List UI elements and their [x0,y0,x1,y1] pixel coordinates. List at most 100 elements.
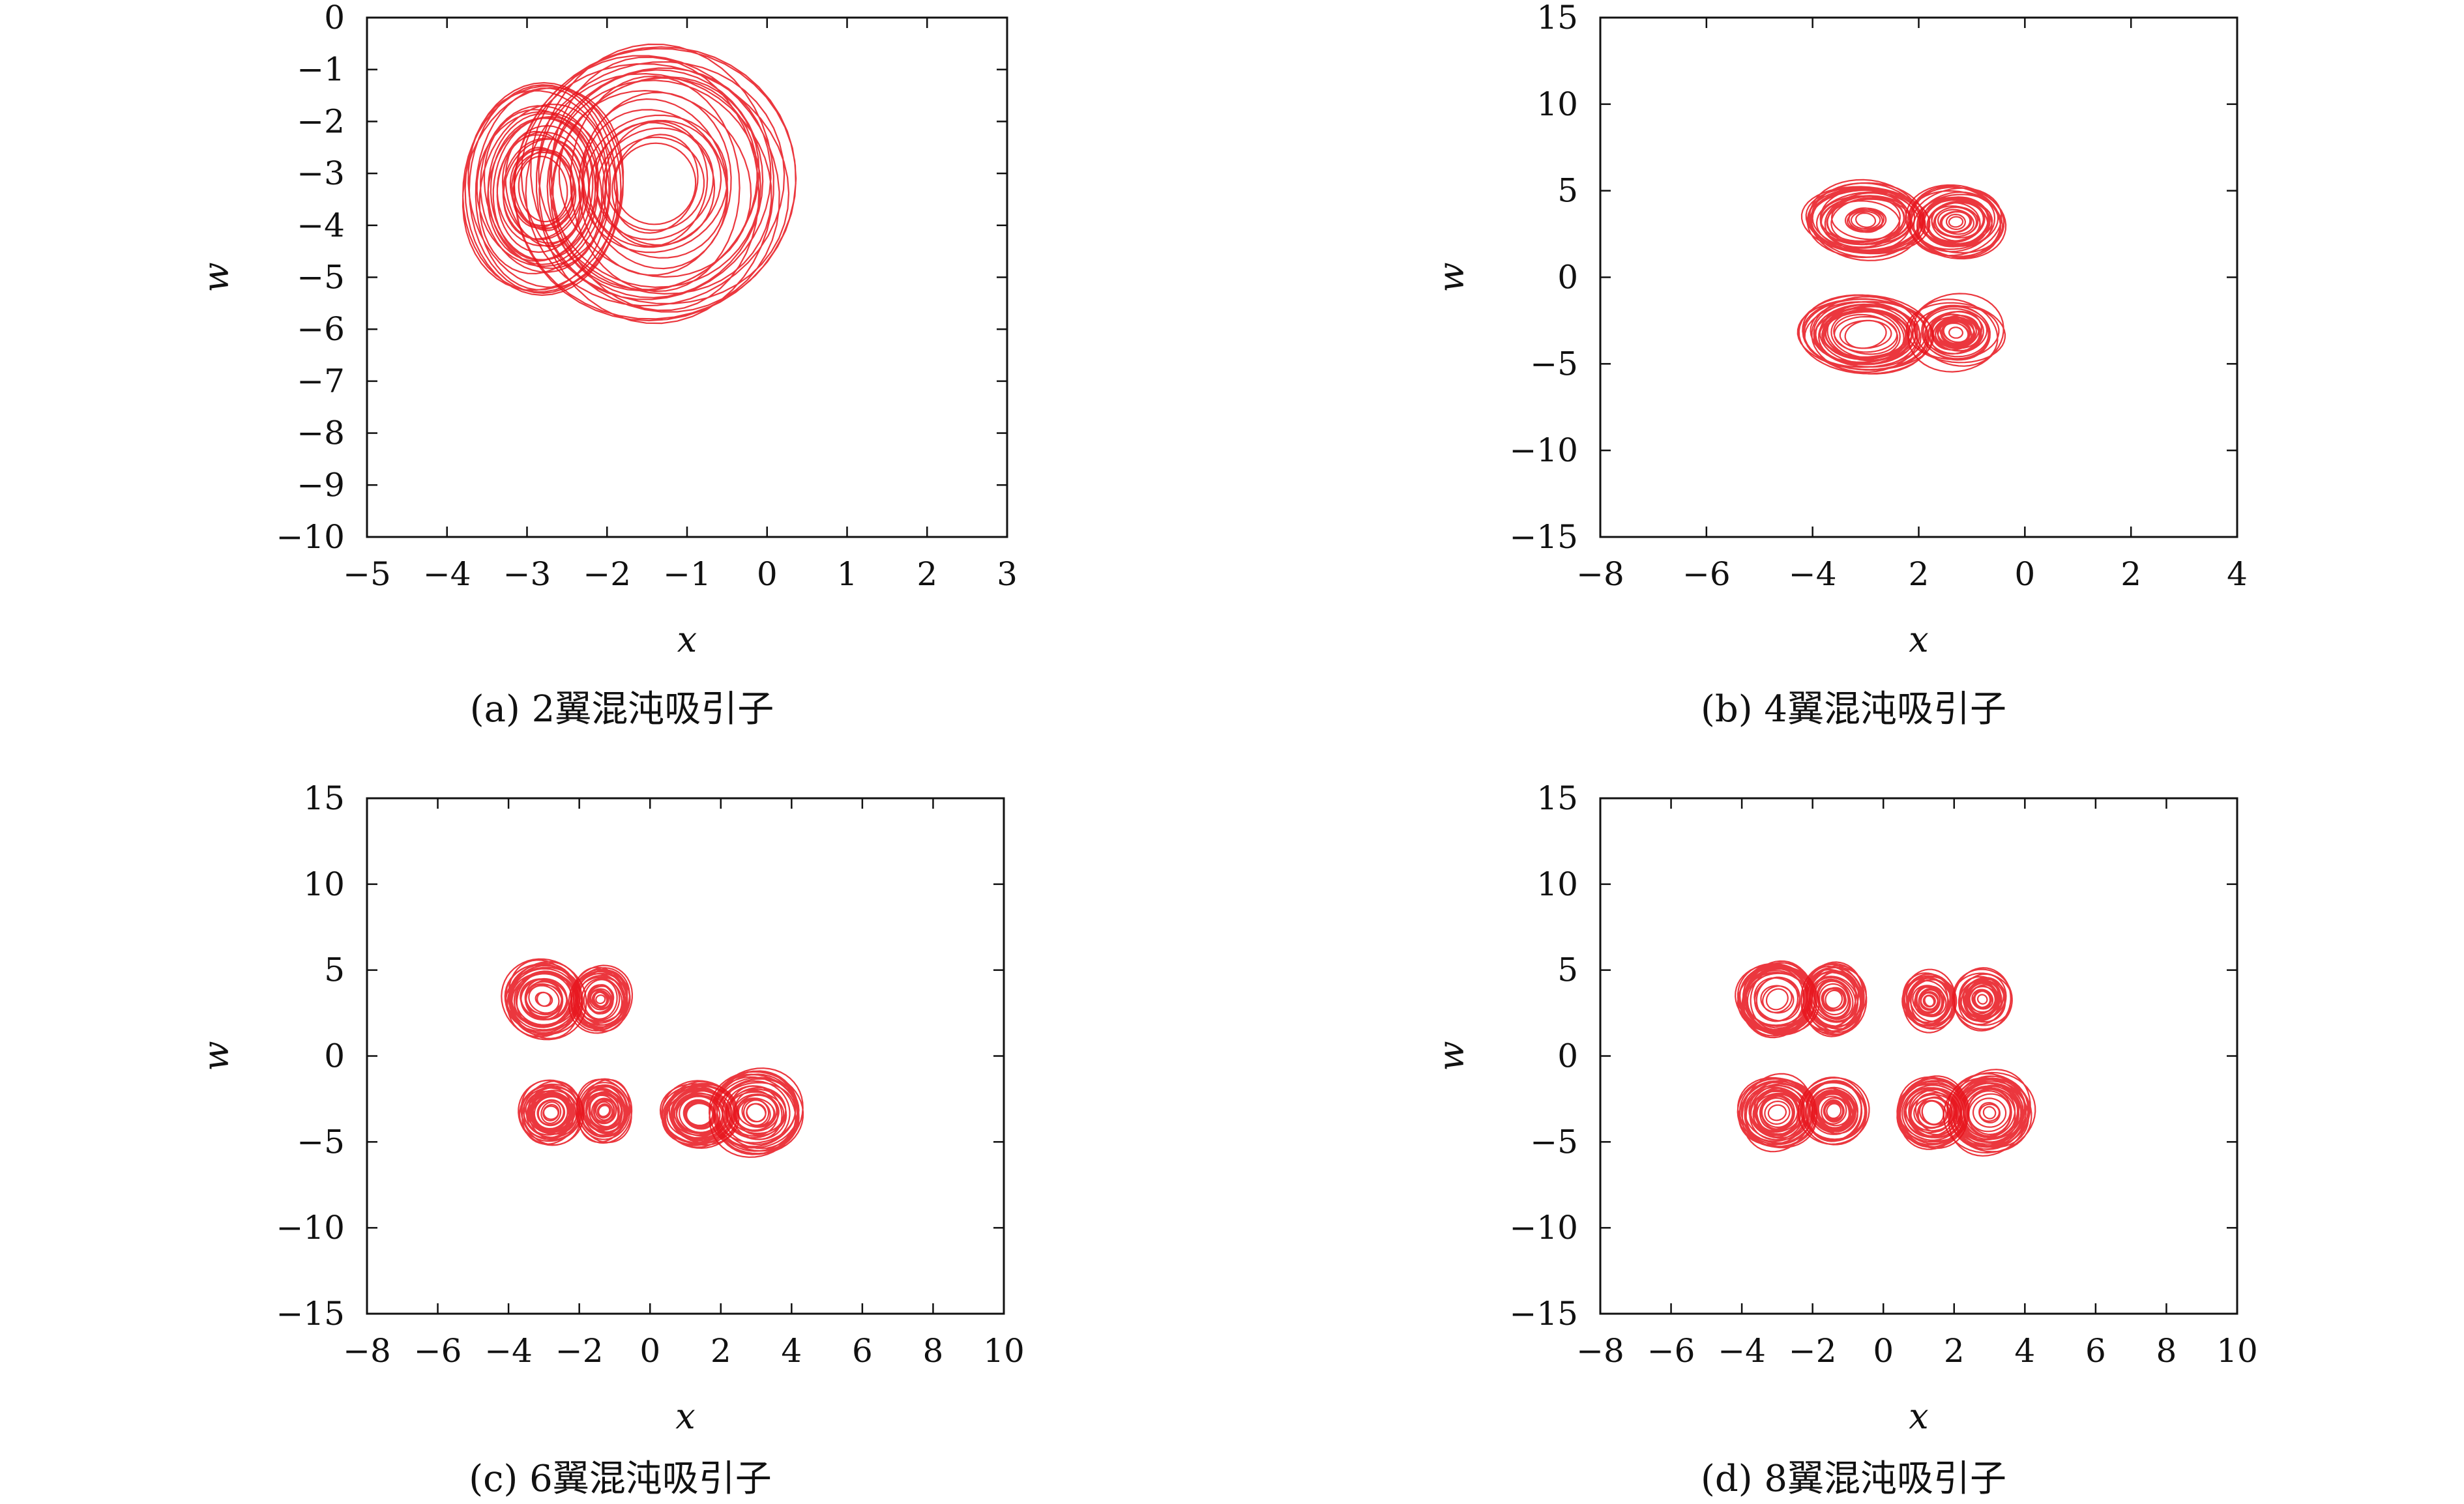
panel-caption: (c) 6翼混沌吸引子 [469,1458,772,1500]
y-tick: −15 [276,1295,1004,1333]
y-axis-label: w [1431,262,1472,292]
x-tick-label: −8 [343,1332,391,1370]
y-axis-label: w [1431,1041,1472,1071]
y-tick-label: 0 [1557,1037,1578,1075]
wing-1 [1735,960,1820,1039]
x-tick-label: 0 [1873,1332,1894,1370]
y-tick: −3 [297,154,1007,192]
axes-frame [1599,797,2238,1315]
x-tick: 1 [837,18,858,593]
x-tick-label: −4 [1718,1332,1766,1370]
y-tick-label: −10 [1509,1209,1578,1247]
x-tick-label: 3 [997,555,1018,593]
x-tick: 2 [711,798,731,1370]
x-tick: 10 [2216,798,2258,1370]
y-tick-label: −5 [1530,1123,1578,1161]
x-tick-label: 0 [757,555,778,593]
wing-2 [1905,184,2007,260]
x-tick: 10 [983,798,1025,1370]
y-tick-label: 15 [1536,779,1578,817]
y-tick: −5 [297,259,1007,296]
x-tick: −8 [1576,798,1624,1370]
y-tick: −7 [297,362,1007,400]
x-tick-label: 2 [1909,555,1929,593]
wing-4 [576,1078,633,1144]
x-tick-label: −4 [423,555,471,593]
wing-4 [1952,967,2013,1032]
x-tick: 0 [639,798,660,1370]
x-tick-label: −6 [1647,1332,1695,1370]
x-tick: 4 [2014,798,2035,1370]
x-tick: −6 [414,798,462,1370]
y-tick: −15 [1509,1295,2237,1333]
y-tick: −10 [276,1209,1004,1247]
x-tick-label: −8 [1576,555,1624,593]
x-tick: −1 [663,18,711,593]
y-tick: 0 [1557,1037,2237,1075]
y-tick: −2 [297,102,1007,140]
x-tick: 0 [757,18,778,593]
x-axis-label: x [675,1396,695,1437]
y-axis-label: w [196,1041,237,1071]
panel-d: −8 −6 −4 −2 0 2 4 6 8 10 15 10 5 0 −5 −10 −15 x w (d) 8翼混沌吸… [1431,779,2258,1500]
x-tick-label: 0 [639,1332,660,1370]
x-tick: −3 [503,18,551,593]
x-tick: −4 [1789,18,1837,593]
y-tick-label: −4 [297,207,345,244]
axes-frame [1599,16,2238,538]
x-axis-label: x [1909,619,1928,660]
x-tick-label: 2 [1944,1332,1965,1370]
x-tick-label: 2 [711,1332,731,1370]
x-tick-label: 2 [917,555,937,593]
y-tick-label: −10 [1509,431,1578,469]
y-tick-label: 15 [303,779,345,817]
y-tick-label: 10 [1536,85,1578,123]
trajectory [1797,179,2007,375]
x-tick-label: 4 [781,1332,802,1370]
x-tick: 8 [923,798,943,1370]
x-tick-label: −6 [1682,555,1731,593]
y-tick-label: −10 [276,1209,345,1247]
y-tick: 10 [1536,865,2237,903]
trajectory [462,43,797,325]
x-tick: −4 [1718,798,1766,1370]
y-tick-label: −10 [276,518,345,556]
x-tick: 4 [781,798,802,1370]
y-tick: 5 [1557,172,2237,210]
x-tick: 3 [997,18,1018,593]
x-tick-label: −4 [484,1332,533,1370]
x-tick-label: −2 [555,1332,604,1370]
x-tick-label: 6 [852,1332,873,1370]
x-tick-label: −2 [1789,1332,1837,1370]
x-tick-label: 1 [837,555,858,593]
x-tick: 8 [2156,798,2177,1370]
wing-6 [708,1067,804,1158]
x-tick-label: −5 [343,555,391,593]
wing-6 [1797,1077,1870,1146]
y-tick-label: 0 [1557,259,1578,296]
x-tick-label: 4 [2227,555,2248,593]
y-tick-label: −2 [297,102,345,140]
x-tick: 4 [2227,18,2248,593]
trajectory [1735,960,2036,1157]
x-tick: −5 [343,18,391,593]
y-tick: −5 [1530,1123,2237,1161]
y-tick-label: 10 [303,865,345,903]
x-tick-label: 10 [2216,1332,2258,1370]
y-tick: 0 [324,0,1007,36]
wing-4 [1905,293,2006,373]
wing-2 [1800,961,1868,1037]
x-tick-label: 10 [983,1332,1025,1370]
y-tick-label: 0 [324,1037,345,1075]
y-tick-label: −3 [297,154,345,192]
y-tick: 0 [324,1037,1004,1075]
y-tick-label: −15 [276,1295,345,1333]
x-tick: 0 [1873,798,1894,1370]
y-tick: −1 [297,51,1007,89]
panel-caption: (d) 8翼混沌吸引子 [1701,1458,2006,1500]
x-tick: −4 [423,18,471,593]
wing-1 [501,958,587,1041]
x-tick: 2 [917,18,937,593]
y-tick-label: −6 [297,310,345,348]
x-tick-label: −8 [1576,1332,1624,1370]
